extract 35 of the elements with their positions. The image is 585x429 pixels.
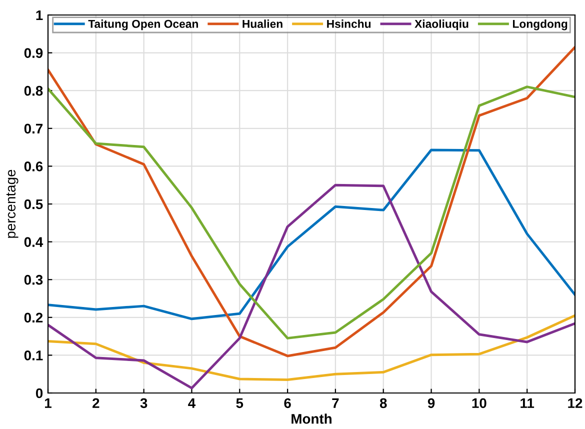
y-tick-label: 0.2 (24, 312, 43, 323)
x-tick-label: 11 (520, 398, 534, 408)
y-tick-label: 0.1 (24, 350, 43, 360)
y-tick-label: 1 (36, 10, 43, 20)
legend-label: Longdong (513, 20, 568, 30)
y-tick-label: 0 (36, 388, 43, 398)
x-tick-label: 12 (568, 398, 582, 408)
x-tick-label: 3 (140, 398, 148, 408)
line-series (48, 184, 575, 390)
y-tick-label: 0.8 (24, 86, 43, 96)
y-tick-label: 0.3 (24, 274, 43, 285)
x-tick-label: 9 (428, 398, 435, 408)
y-axis-title: percentage (6, 170, 18, 238)
legend-label: Xiaoliuqiu (414, 20, 468, 30)
line-series (48, 46, 575, 358)
line-series (48, 314, 575, 382)
y-tick-label: 0.4 (24, 237, 44, 247)
y-tick-label: 0.5 (24, 199, 43, 210)
x-tick-label: 5 (236, 398, 244, 408)
y-tick-label: 0.6 (24, 162, 43, 172)
x-tick-label: 1 (45, 398, 52, 408)
x-tick-label: 2 (92, 398, 100, 408)
x-axis-title: Month (292, 414, 332, 424)
x-tick-label: 6 (284, 398, 291, 408)
legend-label: Taitung Open Ocean (88, 20, 198, 30)
line-series (48, 86, 575, 340)
legend-label: Hsinchu (327, 20, 371, 28)
x-tick-label: 7 (332, 398, 339, 408)
line-series (48, 148, 575, 320)
x-tick-label: 4 (188, 398, 196, 408)
x-tick-label: 10 (472, 398, 486, 408)
y-tick-label: 0.7 (24, 124, 43, 134)
legend-label: Hualien (242, 20, 282, 28)
x-tick-label: 8 (380, 398, 387, 408)
y-tick-label: 0.9 (24, 48, 43, 58)
